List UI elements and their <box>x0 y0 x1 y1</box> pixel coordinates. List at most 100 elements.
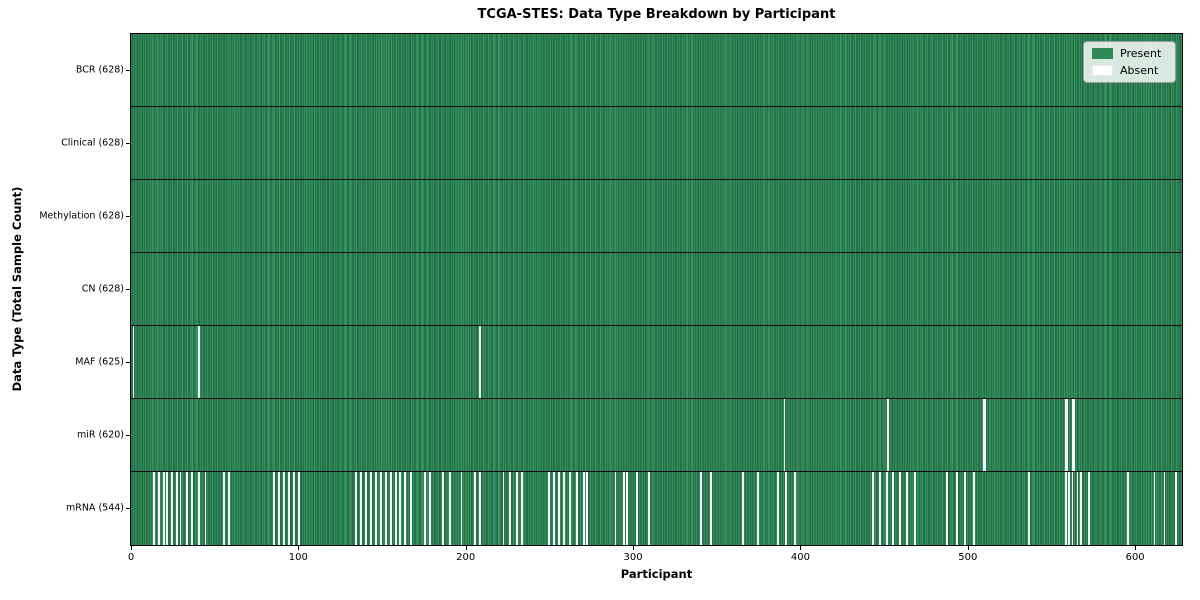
x-tick-mark <box>465 546 467 550</box>
y-tick-mark <box>126 288 130 290</box>
absent-cell <box>360 472 363 545</box>
absent-cell <box>700 472 702 545</box>
absent-cell <box>428 472 431 545</box>
absent-cell <box>385 472 388 545</box>
absent-cell <box>515 472 518 545</box>
legend-label-present: Present <box>1120 47 1162 60</box>
absent-cell <box>636 472 639 545</box>
legend-item-present: Present <box>1092 47 1167 60</box>
heatmap-row-methylation <box>131 180 1182 253</box>
absent-cell <box>1163 472 1166 545</box>
absent-cell <box>423 472 426 545</box>
absent-cell <box>179 472 182 545</box>
absent-cell <box>398 472 401 545</box>
absent-cell <box>171 472 173 545</box>
y-tick-label-methylation: Methylation (628) <box>39 210 124 221</box>
absent-cell <box>479 472 481 545</box>
legend: Present Absent <box>1083 41 1176 83</box>
absent-cell <box>197 472 200 545</box>
absent-cell <box>176 472 178 545</box>
x-tick-label: 100 <box>288 552 308 563</box>
x-tick-label: 200 <box>456 552 476 563</box>
absent-cell <box>648 472 650 545</box>
heatmap-row-mrna <box>131 472 1182 545</box>
legend-item-absent: Absent <box>1092 64 1167 77</box>
absent-cell <box>783 399 786 471</box>
y-tick-mark <box>126 142 130 144</box>
legend-swatch-present-icon <box>1092 48 1113 59</box>
absent-cell <box>293 472 296 545</box>
y-tick-label-mrna: mRNA (544) <box>65 502 124 513</box>
absent-cell <box>557 472 560 545</box>
absent-cell <box>166 472 168 545</box>
legend-label-absent: Absent <box>1120 64 1159 77</box>
absent-cell <box>623 472 625 545</box>
x-tick-mark <box>131 546 132 550</box>
x-tick-mark <box>800 546 802 550</box>
absent-cell <box>1064 472 1067 545</box>
absent-cell <box>626 472 629 545</box>
absent-cell <box>395 472 398 545</box>
absent-cell <box>442 472 445 545</box>
absent-cell <box>162 472 165 545</box>
absent-cell <box>390 472 393 545</box>
absent-cell <box>474 472 476 545</box>
absent-cell <box>1088 472 1091 545</box>
x-tick-label: 500 <box>958 552 978 563</box>
absent-cell <box>1064 399 1067 471</box>
absent-cell <box>552 472 555 545</box>
absent-cell <box>1073 399 1075 471</box>
absent-cell <box>1071 472 1074 545</box>
y-tick-label-mir: miR (620) <box>76 429 124 440</box>
absent-cell <box>197 326 200 398</box>
x-tick-mark <box>298 546 300 550</box>
y-tick-label-maf: MAF (625) <box>75 356 124 367</box>
absent-cell <box>793 472 796 545</box>
absent-cell <box>914 472 917 545</box>
heatmap-row-maf <box>131 326 1182 399</box>
absent-cell <box>1175 472 1178 545</box>
heatmap-row-bcr <box>131 34 1182 107</box>
absent-cell <box>1028 472 1030 545</box>
y-tick-label-cn: CN (628) <box>81 283 124 294</box>
absent-cell <box>1066 399 1069 471</box>
absent-cell <box>614 472 617 545</box>
legend-swatch-absent-icon <box>1092 65 1113 76</box>
x-tick-mark <box>1135 546 1137 550</box>
absent-cell <box>460 472 463 545</box>
y-axis-label: Data Type (Total Sample Count) <box>10 186 24 392</box>
absent-cell <box>586 472 588 545</box>
absent-cell <box>1153 472 1156 545</box>
x-tick-label: 600 <box>1125 552 1145 563</box>
x-tick-mark <box>967 546 969 550</box>
y-tick-label-bcr: BCR (628) <box>75 64 124 75</box>
absent-cell <box>964 472 967 545</box>
x-tick-label: 400 <box>790 552 810 563</box>
y-tick-label-clinical: Clinical (628) <box>61 137 124 148</box>
absent-cell <box>905 472 908 545</box>
absent-cell <box>887 399 890 471</box>
absent-cell <box>204 472 207 545</box>
absent-cell <box>375 472 378 545</box>
absent-cell <box>741 472 744 545</box>
absent-cell <box>278 472 281 545</box>
absent-cell <box>982 399 985 471</box>
absent-cell <box>520 472 523 545</box>
absent-cell <box>756 472 759 545</box>
absent-cell <box>380 472 383 545</box>
absent-cell <box>785 472 788 545</box>
absent-cell <box>776 472 779 545</box>
absent-cell <box>157 472 160 545</box>
absent-cell <box>885 472 888 545</box>
absent-cell <box>946 472 948 545</box>
absent-cell <box>547 472 550 545</box>
absent-cell <box>1068 472 1070 545</box>
absent-cell <box>273 472 276 545</box>
absent-cell <box>132 326 135 398</box>
y-tick-mark <box>126 434 130 436</box>
absent-cell <box>448 472 451 545</box>
absent-cell <box>1126 472 1129 545</box>
absent-cell <box>710 472 712 545</box>
absent-cell <box>972 472 975 545</box>
absent-cell <box>899 472 901 545</box>
